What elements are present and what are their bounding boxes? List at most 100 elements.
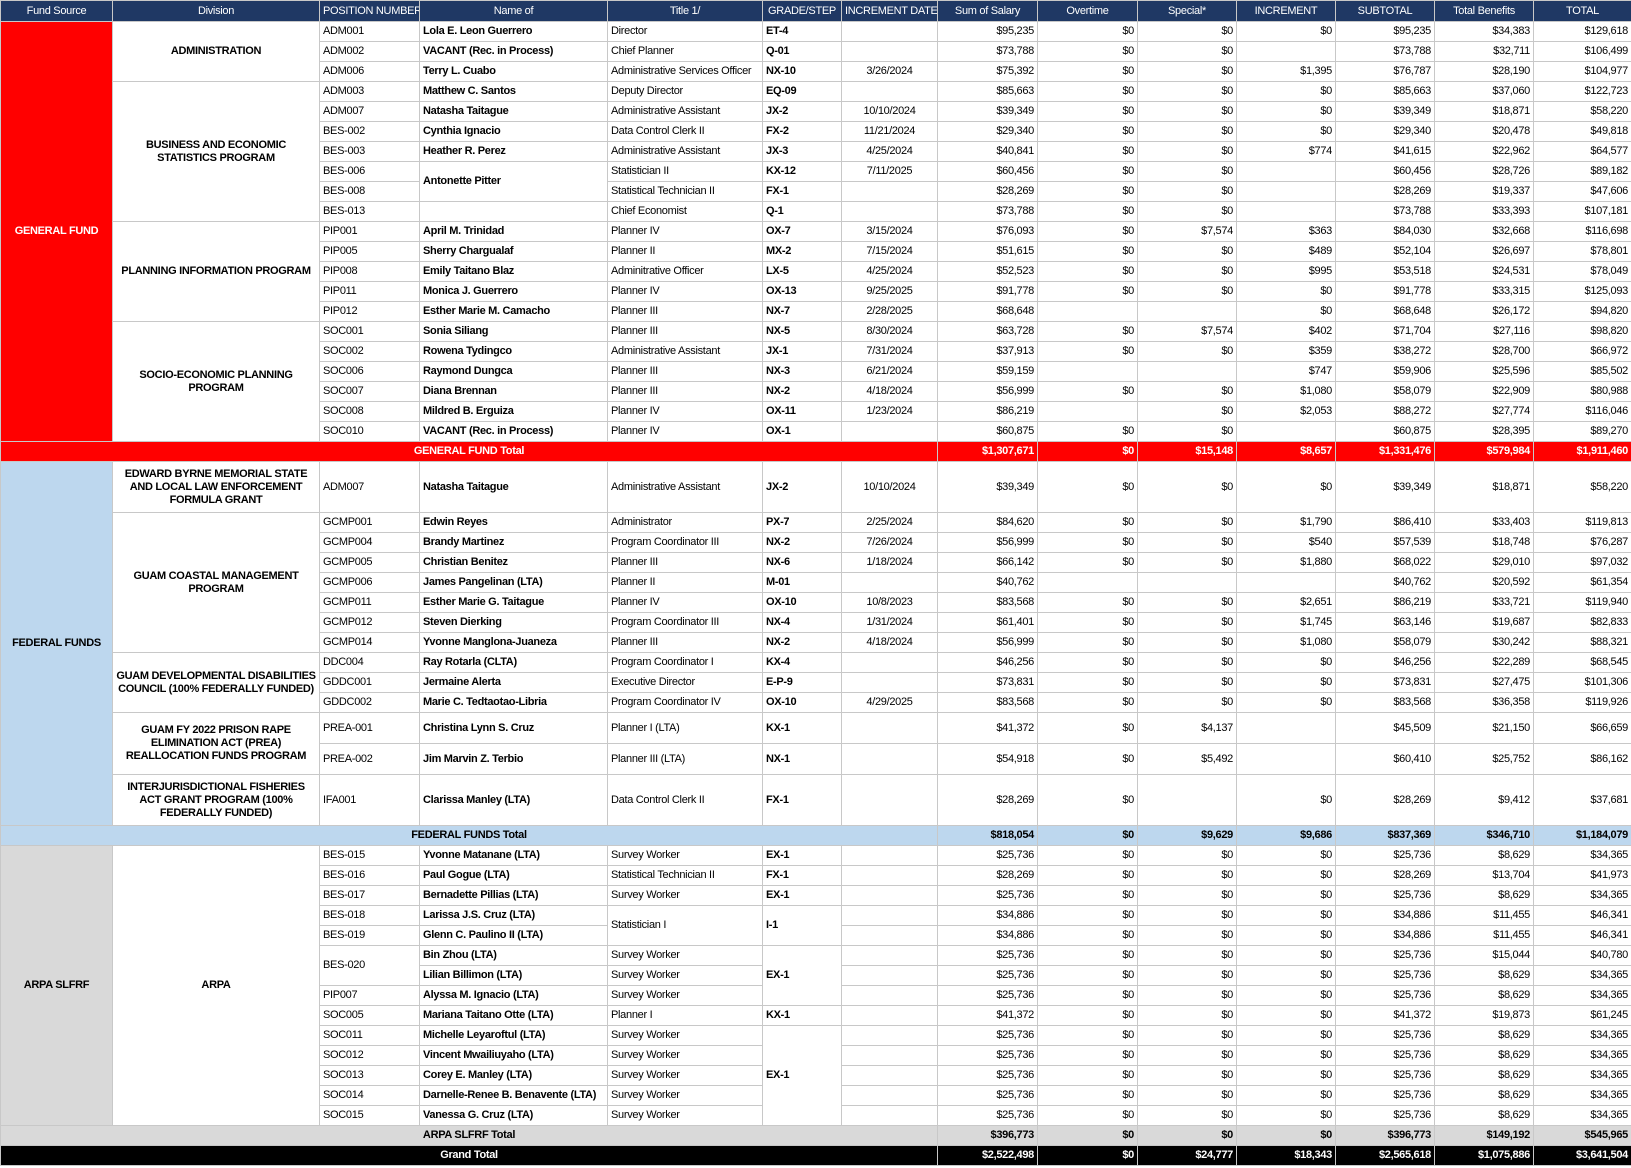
employee-name: Ray Rotarla (CLTA) <box>419 652 608 673</box>
job-title: Administrator <box>607 512 763 533</box>
grade-step: OX-1 <box>762 421 842 442</box>
employee-name: Raymond Dungca <box>419 361 608 382</box>
grand-total-value: $0 <box>1037 1145 1138 1166</box>
column-header: SUBTOTAL <box>1335 0 1435 22</box>
position-number: ADM002 <box>319 41 420 62</box>
subtotal: $25,736 <box>1335 945 1435 966</box>
position-number: SOC015 <box>319 1105 420 1126</box>
total: $78,049 <box>1533 261 1631 282</box>
employee-name: Natasha Taitague <box>419 101 608 122</box>
total: $46,341 <box>1533 925 1631 946</box>
column-header: Sum of Salary <box>937 0 1038 22</box>
empty-cell <box>1236 712 1336 744</box>
job-title: Program Coordinator III <box>607 612 763 633</box>
increment-date: 1/23/2024 <box>841 401 938 422</box>
empty-cell <box>1137 572 1237 593</box>
column-header: Special* <box>1137 0 1237 22</box>
data-row: ADM007 Natasha Taitague Administrative Ass… <box>1 101 1631 122</box>
position-number: BES-020 <box>319 945 420 986</box>
data-row: PIP005 Sherry Chargualaf Planner II MX-2 7/1… <box>1 241 1631 262</box>
employee-name: Jim Marvin Z. Terbio <box>419 743 608 775</box>
special: $0 <box>1137 461 1237 513</box>
job-title: Planner I (LTA) <box>607 712 763 744</box>
data-row: SOC007 Diana Brennan Planner III NX-2 4/18/2… <box>1 381 1631 402</box>
overtime: $0 <box>1037 845 1138 866</box>
benefits: $13,704 <box>1434 865 1534 886</box>
position-number: BES-003 <box>319 141 420 162</box>
data-row: SOC006 Raymond Dungca Planner III NX-3 6/21/… <box>1 361 1631 382</box>
increment: $0 <box>1236 101 1336 122</box>
subtotal: $73,831 <box>1335 672 1435 693</box>
employee-name: Lola E. Leon Guerrero <box>419 21 608 42</box>
benefits: $8,629 <box>1434 1105 1534 1126</box>
employee-name: Jermaine Alerta <box>419 672 608 693</box>
increment-date: 2/28/2025 <box>841 301 938 322</box>
subtotal: $39,349 <box>1335 101 1435 122</box>
employee-name: Clarissa Manley (LTA) <box>419 774 608 826</box>
increment: $0 <box>1236 925 1336 946</box>
subtotal: $60,456 <box>1335 161 1435 182</box>
benefits: $18,871 <box>1434 461 1534 513</box>
total-value: $346,710 <box>1434 825 1534 846</box>
column-header: Name of <box>419 0 608 22</box>
benefits: $9,412 <box>1434 774 1534 826</box>
special: $0 <box>1137 141 1237 162</box>
special: $0 <box>1137 201 1237 222</box>
special: $0 <box>1137 632 1237 653</box>
overtime: $0 <box>1037 1065 1138 1086</box>
overtime: $0 <box>1037 141 1138 162</box>
position-number: BES-017 <box>319 885 420 906</box>
benefits: $36,358 <box>1434 692 1534 713</box>
column-header: Title 1/ <box>607 0 763 22</box>
employee-name: Rowena Tydingco <box>419 341 608 362</box>
job-title: Administrative Assistant <box>607 141 763 162</box>
benefits: $37,060 <box>1434 81 1534 102</box>
position-number: SOC005 <box>319 1005 420 1026</box>
position-number: PREA-001 <box>319 712 420 744</box>
total: $64,577 <box>1533 141 1631 162</box>
grade-step: FX-1 <box>762 865 842 886</box>
data-row: GUAM FY 2022 PRISON RAPE ELIMINATION ACT… <box>1 712 1631 775</box>
total-value: $0 <box>1037 441 1138 462</box>
special: $0 <box>1137 1005 1237 1026</box>
salary: $40,841 <box>937 141 1038 162</box>
special: $0 <box>1137 81 1237 102</box>
employee-name: Christian Benitez <box>419 552 608 573</box>
increment: $363 <box>1236 221 1336 242</box>
empty-cell <box>841 1045 938 1066</box>
salary: $41,372 <box>937 712 1038 744</box>
salary: $39,349 <box>937 101 1038 122</box>
special: $0 <box>1137 61 1237 82</box>
benefits: $29,010 <box>1434 552 1534 573</box>
benefits: $8,629 <box>1434 1045 1534 1066</box>
total: $40,780 <box>1533 945 1631 966</box>
total-value: $1,331,476 <box>1335 441 1435 462</box>
special: $0 <box>1137 985 1237 1006</box>
column-header: GRADE/STEP <box>762 0 842 22</box>
increment: $0 <box>1236 281 1336 302</box>
empty-cell <box>841 1005 938 1026</box>
subtotal: $25,736 <box>1335 1065 1435 1086</box>
data-row: BES-020 Bin Zhou (LTA) Survey Worker EX-1 $2… <box>1 945 1631 1006</box>
overtime: $0 <box>1037 101 1138 122</box>
empty-cell <box>1236 421 1336 442</box>
special: $0 <box>1137 181 1237 202</box>
position-number: ADM003 <box>319 81 420 102</box>
total: $34,365 <box>1533 1105 1631 1126</box>
increment: $0 <box>1236 945 1336 966</box>
overtime: $0 <box>1037 692 1138 713</box>
total: $58,220 <box>1533 101 1631 122</box>
grade-step: NX-2 <box>762 532 842 553</box>
total-value: $9,629 <box>1137 825 1237 846</box>
employee-name: Esther Marie G. Taitague <box>419 592 608 613</box>
salary: $83,568 <box>937 592 1038 613</box>
empty-cell <box>1236 181 1336 202</box>
increment-date: 4/25/2024 <box>841 261 938 282</box>
job-title: Planner II <box>607 241 763 262</box>
increment: $0 <box>1236 985 1336 1006</box>
job-title: Survey Worker <box>607 1105 763 1126</box>
benefits: $8,629 <box>1434 965 1534 986</box>
position-number: BES-015 <box>319 845 420 866</box>
total: $86,162 <box>1533 743 1631 775</box>
